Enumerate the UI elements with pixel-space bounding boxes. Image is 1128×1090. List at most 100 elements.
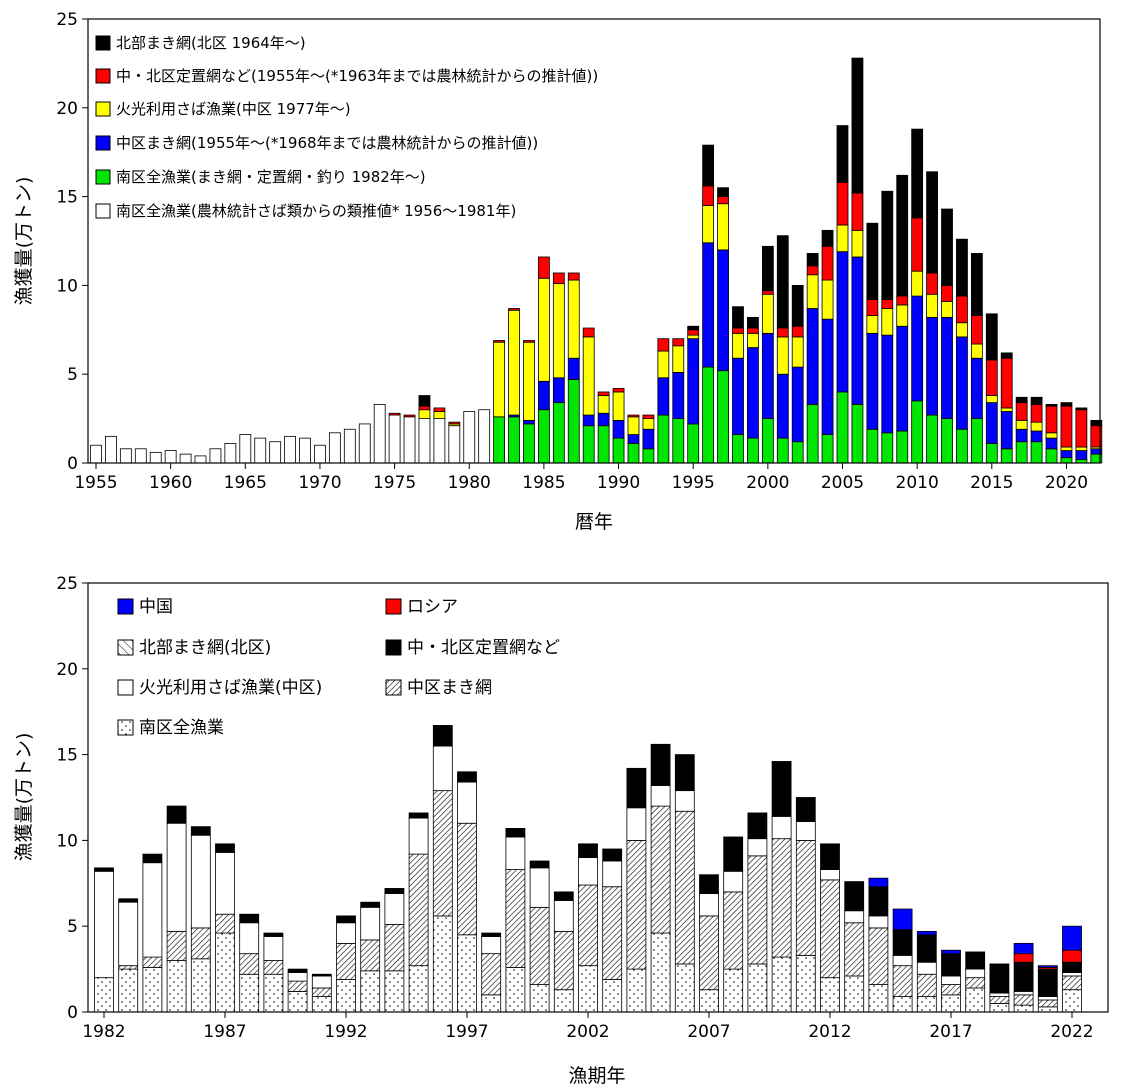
legend-swatch <box>117 719 134 736</box>
chart2-xlabel: 漁期年 <box>568 1065 625 1087</box>
bar-segment <box>612 419 625 439</box>
bar-segment <box>723 968 744 1013</box>
bar-segment <box>215 843 235 853</box>
bar-segment <box>761 293 774 334</box>
bar-segment <box>1045 448 1058 464</box>
bar-segment <box>911 128 924 219</box>
bar-segment <box>926 293 938 318</box>
x-tick-label: 2022 <box>1050 1022 1093 1042</box>
bar-segment <box>626 767 647 809</box>
x-tick-label: 2017 <box>929 1022 972 1042</box>
bar-segment <box>612 391 625 421</box>
y-tick-label: 20 <box>56 99 78 119</box>
bar-segment <box>94 870 114 979</box>
bar-segment <box>508 309 520 416</box>
bar-segment <box>627 416 640 435</box>
legend-swatch <box>385 639 402 656</box>
bar-segment <box>687 334 700 340</box>
bar-segment <box>523 419 535 425</box>
chart1-xlabel: 暦年 <box>575 511 613 533</box>
bar-segment <box>553 930 574 991</box>
bar-segment <box>674 963 695 1013</box>
bar-segment <box>263 960 284 975</box>
bar-segment <box>892 996 913 1013</box>
chart1-plot-frame <box>87 18 1101 464</box>
bar-segment <box>941 284 953 302</box>
bar-segment <box>747 963 768 1013</box>
bar-segment <box>626 807 647 841</box>
bar-segment <box>612 388 625 393</box>
bar-segment <box>1000 407 1013 412</box>
bar-segment <box>336 942 356 980</box>
bar-segment <box>578 843 598 858</box>
bar-segment <box>328 432 341 464</box>
bar-segment <box>771 815 792 840</box>
bar-segment <box>795 840 816 956</box>
bar-segment <box>457 822 477 936</box>
bar-segment <box>1090 419 1103 427</box>
bar-segment <box>970 418 983 464</box>
bar-segment <box>702 185 715 206</box>
bar-segment <box>403 416 416 464</box>
bar-segment <box>224 443 237 464</box>
bar-segment <box>164 450 177 464</box>
bar-segment <box>311 987 332 997</box>
bar-segment <box>970 315 983 345</box>
bar-segment <box>806 274 819 309</box>
bar-segment <box>1015 441 1028 464</box>
bar-segment <box>597 412 610 427</box>
bar-segment <box>418 395 431 407</box>
bar-segment <box>941 949 961 955</box>
bar-segment <box>508 416 520 464</box>
bar-segment <box>627 443 640 464</box>
bar-segment <box>1030 441 1043 464</box>
bar-segment <box>1013 991 1034 996</box>
bar-segment <box>166 805 187 824</box>
bar-segment <box>791 441 804 464</box>
bar-segment <box>866 222 879 301</box>
legend-swatch <box>95 203 111 219</box>
bar-segment <box>881 299 894 309</box>
legend-label: 南区全漁業(まき網・定置網・釣り 1982年～) <box>116 168 426 186</box>
bar-segment <box>732 332 744 359</box>
bar-segment <box>360 970 381 1013</box>
bar-segment <box>747 855 768 965</box>
bar-segment <box>985 443 998 464</box>
bar-segment <box>868 915 889 929</box>
bar-segment <box>985 313 998 361</box>
bar-segment <box>553 989 574 1013</box>
bar-segment <box>806 403 819 464</box>
bar-segment <box>118 965 139 970</box>
bar-segment <box>911 270 924 297</box>
bar-segment <box>926 414 938 464</box>
bar-segment <box>761 245 774 292</box>
bar-segment <box>448 425 461 464</box>
bar-segment <box>105 435 117 464</box>
legend-swatch <box>117 598 134 615</box>
bar-segment <box>239 973 260 1013</box>
bar-segment <box>868 886 889 917</box>
bar-segment <box>627 434 640 444</box>
bar-segment <box>771 838 792 958</box>
bar-segment <box>1060 457 1073 464</box>
bar-segment <box>723 870 744 893</box>
bar-segment <box>687 329 700 336</box>
bar-segment <box>881 334 894 434</box>
bar-segment <box>866 428 879 464</box>
bar-segment <box>795 954 816 1013</box>
chart2-ylabel: 漁獲量(万トン) <box>13 733 35 862</box>
legend-swatch <box>385 598 402 615</box>
bar-segment <box>118 901 139 967</box>
chart1-bars <box>90 57 1103 464</box>
bar-segment <box>820 879 840 979</box>
bar-segment <box>336 979 356 1013</box>
bar-segment <box>881 190 894 301</box>
bar-segment <box>481 932 502 937</box>
bar-segment <box>761 418 774 464</box>
bar-segment <box>776 437 789 464</box>
bar-segment <box>1013 953 1034 963</box>
bar-segment <box>612 437 625 464</box>
bar-segment <box>941 418 953 464</box>
bar-segment <box>1015 428 1028 443</box>
bar-segment <box>529 860 550 869</box>
